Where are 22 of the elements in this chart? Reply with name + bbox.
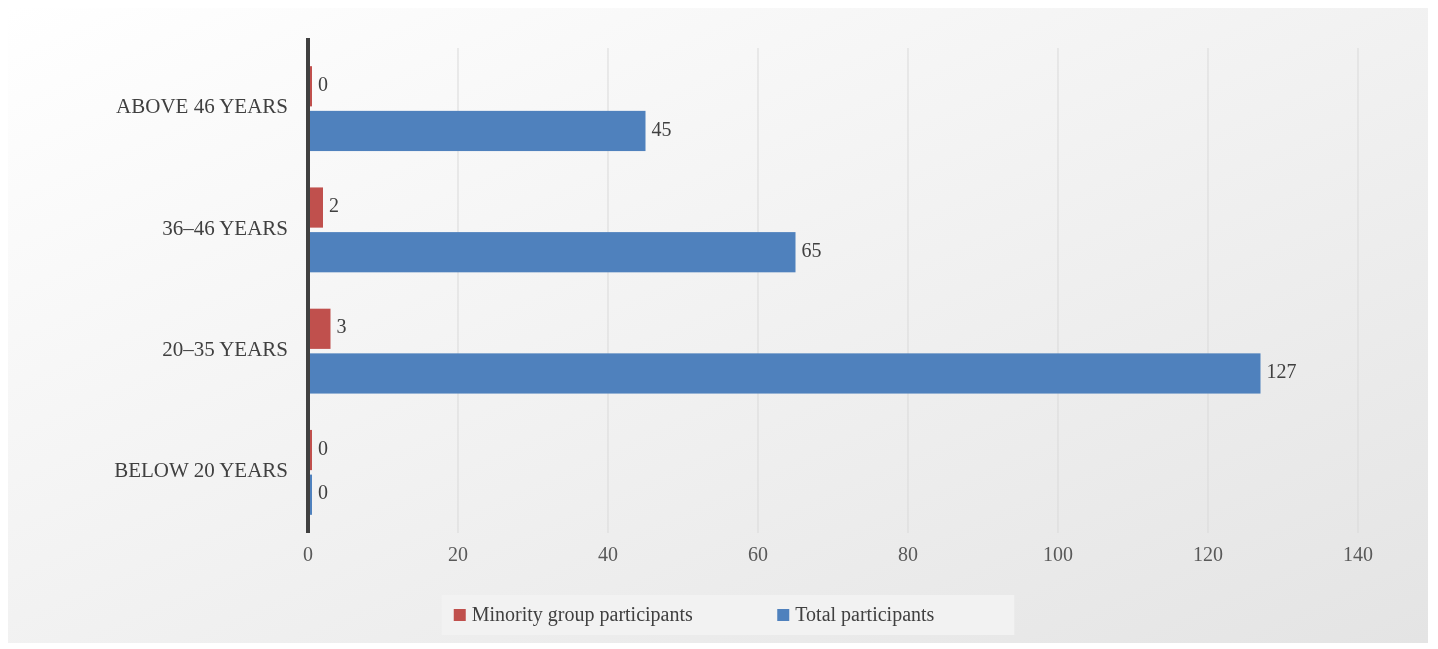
data-label: 3	[336, 315, 347, 338]
x-tick-label: 0	[303, 543, 313, 565]
data-label: 127	[1266, 360, 1297, 383]
x-tick-label: 40	[598, 543, 618, 565]
y-tick-label: 20–35 YEARS	[162, 336, 288, 361]
x-tick-label: 120	[1193, 543, 1223, 565]
x-tick-label: 20	[448, 543, 468, 565]
data-label: 2	[329, 194, 339, 217]
y-tick-label: BELOW 20 YEARS	[114, 458, 288, 483]
legend-label: Total participants	[795, 602, 935, 626]
y-tick-label: 36–46 YEARS	[162, 215, 288, 240]
data-label: 65	[801, 238, 822, 261]
data-label: 0	[318, 481, 328, 504]
x-tick-label: 80	[898, 543, 918, 565]
data-label: 0	[318, 436, 328, 459]
x-tick-label: 60	[748, 543, 768, 565]
data-label: 45	[651, 117, 672, 140]
y-tick-label: ABOVE 46 YEARS	[116, 94, 288, 119]
legend-label: Minority group participants	[471, 602, 694, 626]
x-tick-label: 140	[1343, 543, 1373, 565]
data-label: 0	[318, 72, 328, 95]
x-tick-label: 100	[1043, 543, 1073, 565]
